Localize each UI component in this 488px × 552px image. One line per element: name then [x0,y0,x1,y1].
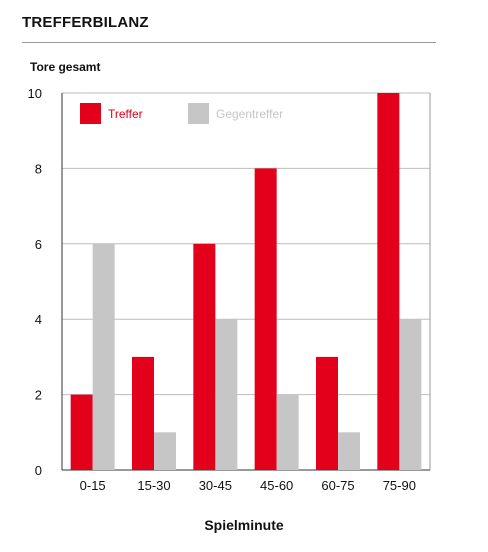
bar-treffer-75-90 [377,93,400,470]
bar-treffer-15-30 [132,356,154,470]
x-axis-label: Spielminute [204,517,284,533]
bar-gegentreffer-15-30 [154,432,176,470]
y-axis-label: Tore gesamt [30,60,101,74]
x-tick-label: 15-30 [137,478,170,493]
bar-gegentreffer-45-60 [276,394,299,470]
y-tick-label: 10 [28,86,42,101]
x-tick-label: 45-60 [260,478,293,493]
x-tick-label: 30-45 [199,478,232,493]
bar-gegentreffer-0-15 [92,243,115,470]
y-tick-label: 8 [35,161,42,176]
x-tick-label: 0-15 [80,478,106,493]
legend-swatch-gegentreffer [188,103,209,124]
x-tick-label: 60-75 [321,478,354,493]
bar-gegentreffer-60-75 [338,432,360,470]
bar-treffer-60-75 [316,356,338,470]
chart-title: TREFFERBILANZ [22,14,149,31]
bar-treffer-0-15 [70,394,93,470]
title-divider [22,42,436,43]
y-tick-label: 2 [35,388,42,403]
bar-treffer-45-60 [254,168,277,470]
bar-gegentreffer-75-90 [399,319,422,470]
x-tick-label: 75-90 [383,478,416,493]
bar-gegentreffer-30-45 [215,319,238,470]
legend-label-gegentreffer: Gegentreffer [216,107,283,121]
y-tick-label: 0 [35,463,42,478]
legend-label-treffer: Treffer [108,107,143,121]
y-tick-label: 4 [35,312,42,327]
legend-swatch-treffer [80,103,101,124]
bar-treffer-30-45 [193,243,216,470]
y-tick-label: 6 [35,237,42,252]
